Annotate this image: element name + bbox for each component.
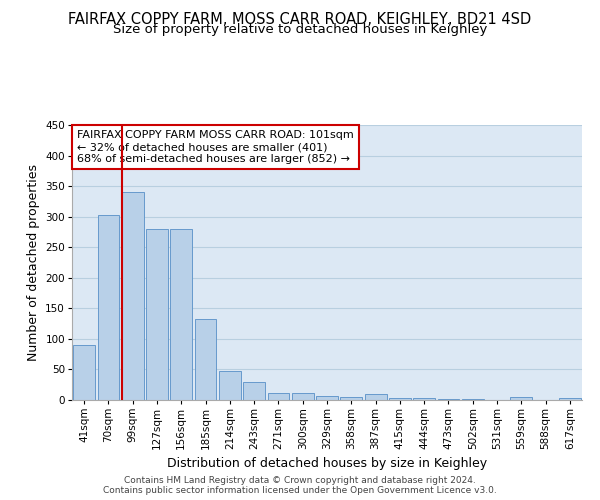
Bar bbox=[146, 229, 168, 400]
Y-axis label: Number of detached properties: Number of detached properties bbox=[27, 164, 40, 361]
Bar bbox=[389, 398, 411, 400]
Bar bbox=[97, 216, 119, 400]
Bar bbox=[194, 320, 217, 400]
Bar bbox=[413, 398, 435, 400]
Bar bbox=[122, 192, 143, 400]
Bar bbox=[170, 229, 192, 400]
Bar bbox=[511, 397, 532, 400]
X-axis label: Distribution of detached houses by size in Keighley: Distribution of detached houses by size … bbox=[167, 458, 487, 470]
Bar bbox=[365, 394, 386, 400]
Text: Size of property relative to detached houses in Keighley: Size of property relative to detached ho… bbox=[113, 22, 487, 36]
Bar bbox=[243, 382, 265, 400]
Bar bbox=[219, 372, 241, 400]
Bar bbox=[292, 392, 314, 400]
Bar bbox=[437, 399, 460, 400]
Bar bbox=[559, 398, 581, 400]
Bar bbox=[268, 394, 289, 400]
Text: FAIRFAX COPPY FARM, MOSS CARR ROAD, KEIGHLEY, BD21 4SD: FAIRFAX COPPY FARM, MOSS CARR ROAD, KEIG… bbox=[68, 12, 532, 28]
Bar bbox=[73, 345, 95, 400]
Bar bbox=[340, 397, 362, 400]
Text: Contains HM Land Registry data © Crown copyright and database right 2024.
Contai: Contains HM Land Registry data © Crown c… bbox=[103, 476, 497, 495]
Bar bbox=[316, 396, 338, 400]
Text: FAIRFAX COPPY FARM MOSS CARR ROAD: 101sqm
← 32% of detached houses are smaller (: FAIRFAX COPPY FARM MOSS CARR ROAD: 101sq… bbox=[77, 130, 354, 164]
